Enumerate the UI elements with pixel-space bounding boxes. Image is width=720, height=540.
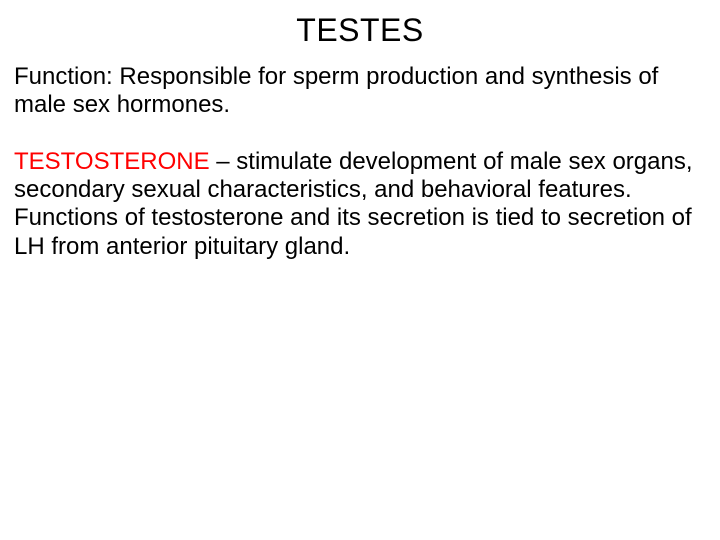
hormone-paragraph: TESTOSTERONE – stimulate development of … [14,148,706,261]
function-paragraph: Function: Responsible for sperm producti… [14,63,706,120]
slide-container: TESTES Function: Responsible for sperm p… [0,0,720,540]
slide-title: TESTES [14,12,706,49]
hormone-label: TESTOSTERONE [14,148,210,175]
